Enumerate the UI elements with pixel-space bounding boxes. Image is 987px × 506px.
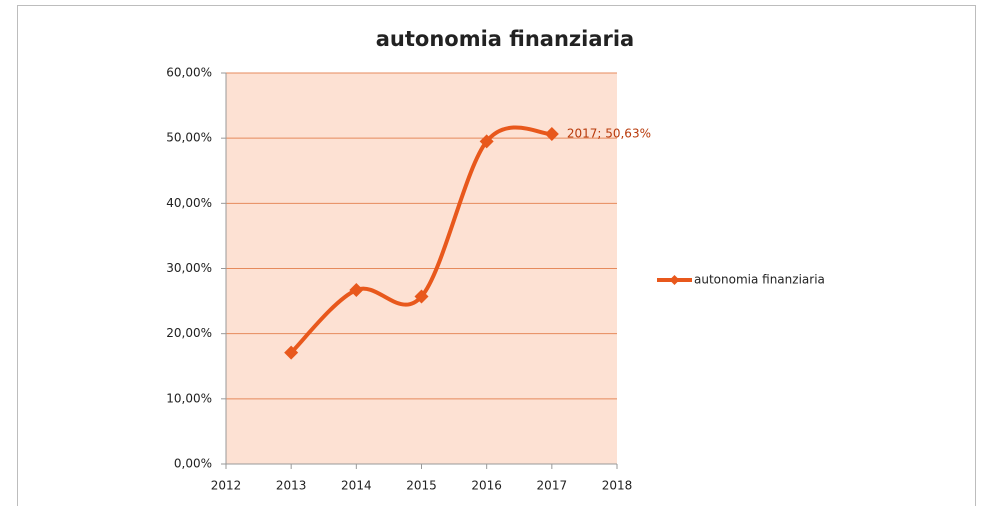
point-marker	[544, 127, 559, 142]
legend-marker	[669, 275, 680, 285]
y-tick-label: 30,00%	[166, 261, 212, 275]
legend-label: autonomia finanziaria	[694, 273, 825, 287]
x-tick-label: 2016	[471, 479, 502, 493]
point-marker	[414, 289, 429, 304]
y-tick-label: 10,00%	[166, 391, 212, 405]
y-tick-label: 40,00%	[166, 196, 212, 210]
data-label: 2017; 50,63%	[567, 127, 651, 141]
y-tick-label: 60,00%	[166, 66, 212, 80]
point-marker	[284, 345, 299, 360]
x-tick-label: 2015	[406, 479, 437, 493]
x-tick-label: 2013	[276, 479, 307, 493]
point-marker	[349, 283, 364, 298]
point-marker	[479, 134, 494, 149]
y-tick-label: 0,00%	[174, 457, 212, 471]
x-tick-label: 2014	[341, 479, 372, 493]
y-tick-label: 20,00%	[166, 326, 212, 340]
y-tick-label: 50,00%	[166, 131, 212, 145]
x-tick-label: 2012	[211, 479, 242, 493]
x-tick-label: 2018	[602, 479, 633, 493]
x-tick-label: 2017	[537, 479, 568, 493]
chart-title: autonomia finanziaria	[376, 27, 634, 51]
